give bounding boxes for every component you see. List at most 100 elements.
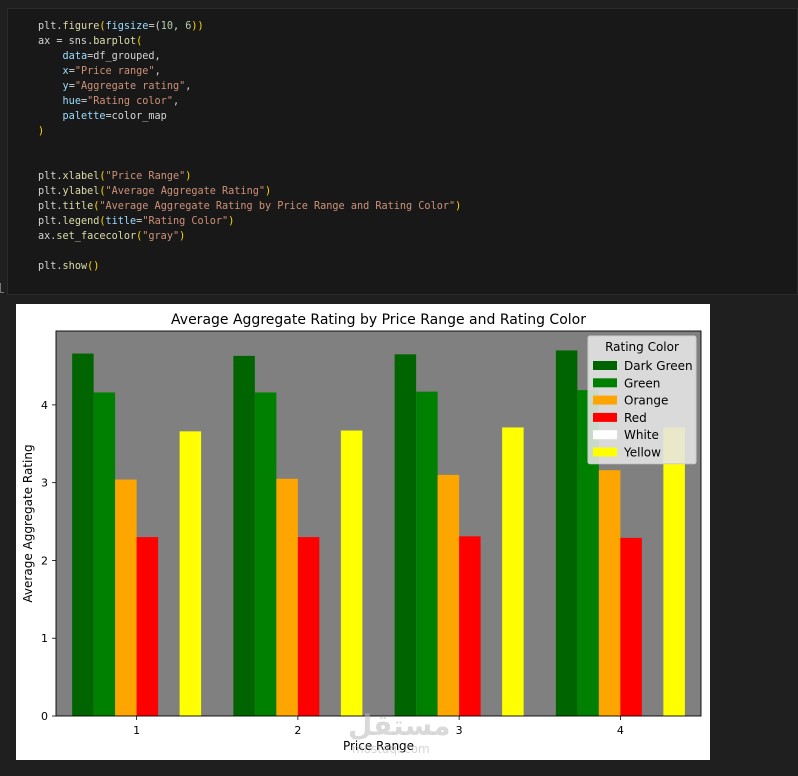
code-token: title [105,216,137,227]
code-token: () [87,261,100,272]
code-token: ) [185,171,192,182]
code-token: =color_map [105,111,167,122]
legend-label: White [624,428,659,442]
code-token: "Rating color" [87,96,173,107]
bar-dark-green-1 [72,353,94,716]
bar-green-2 [254,392,277,716]
code-line: plt.ylabel("Average Aggregate Rating") [38,184,461,199]
code-token: x [62,66,69,77]
code-token: , [185,81,192,92]
code-line: ) [38,124,461,139]
code-cell[interactable]: plt.figure(figsize=(10, 6)) ax = sns.barp… [7,8,798,295]
code-token: ) [179,231,186,242]
code-token: ) [264,186,272,197]
y-tick-label: 2 [41,554,48,567]
code-line: x="Price range", [38,64,461,79]
legend-label: Dark Green [624,359,693,373]
legend-label: Yellow [623,446,661,460]
code-token: ( [93,201,100,212]
x-axis-label: Price Range [343,739,414,753]
code-token: plt. [38,216,63,227]
code-token: figure [62,21,100,32]
code-token: hue [62,96,81,107]
legend-label: Red [624,411,647,425]
bar-green-3 [416,391,438,716]
code-token: plt. [38,261,63,272]
bar-green-4 [577,390,599,716]
code-token: figsize [105,21,149,32]
code-token: "Average Aggregate Rating" [105,186,265,197]
code-token: barplot [93,36,137,47]
code-line: plt.title("Average Aggregate Rating by P… [38,199,461,214]
code-token: plt. [38,186,63,197]
code-line: y="Aggregate rating", [38,79,461,94]
code-token: =df_grouped, [87,51,161,62]
y-tick-label: 1 [41,632,48,645]
bar-red-2 [297,537,320,716]
code-line: ax.set_facecolor("gray") [38,229,461,244]
legend-swatch [593,361,617,370]
legend-swatch [593,447,617,457]
code-token: =( [148,21,161,32]
code-line: plt.figure(figsize=(10, 6)) [38,19,461,34]
code-token [38,66,63,77]
code-line [38,154,461,169]
code-token [38,51,63,62]
code-token: ) [455,201,462,212]
code-token: "Aggregate rating" [74,81,186,92]
x-tick-label: 2 [294,724,301,737]
code-token [38,111,63,122]
code-token: title [62,201,94,212]
code-line: palette=color_map [38,109,461,124]
bar-orange-4 [598,470,621,716]
bar-red-4 [620,537,642,716]
code-token: ) [228,216,235,227]
code-token: 6 [185,21,192,32]
code-token: ( [99,21,106,32]
bar-yellow-2 [340,430,363,716]
code-token: "Average Aggregate Rating by Price Range… [99,201,456,212]
code-token: , [173,21,186,32]
code-line: data=df_grouped, [38,49,461,64]
watermark-logo: مستقل [348,709,451,742]
code-token: plt. [38,21,63,32]
code-token: ax. [38,231,57,242]
legend-swatch [593,430,617,440]
code-token: = [80,96,88,107]
code-token: data [62,51,88,62]
code-token: 10 [160,21,173,32]
code-editor[interactable]: plt.figure(figsize=(10, 6)) ax = sns.barp… [38,19,461,274]
plot-frame [55,330,702,717]
x-tick-label: 1 [133,724,140,737]
code-token: ( [99,216,106,227]
code-token [38,96,63,107]
legend-swatch [593,412,617,422]
x-tick-label: 3 [456,724,463,737]
code-line [38,244,461,259]
y-tick-label: 4 [41,399,48,412]
code-line: hue="Rating color", [38,94,461,109]
bar-yellow-3 [502,427,524,716]
chart-title: Average Aggregate Rating by Price Range … [171,312,586,328]
code-token: "gray" [142,231,180,242]
code-token: , [172,96,180,107]
code-token: , [154,66,161,77]
legend-title: Rating Color [605,340,679,354]
code-token: ylabel [62,186,100,197]
code-token: ( [99,171,106,182]
code-token: ) [38,126,45,137]
watermark-url: mostaql.com [352,742,430,756]
bar-chart: 1 2 3 4 0 1 2 3 4 Average Aggregate Rating by Pri… [21,312,702,753]
bar-yellow-4 [663,427,685,716]
code-token: "Rating Color" [142,216,229,227]
code-token: set_facecolor [56,231,137,242]
cell-collapse-marker[interactable] [0,283,4,293]
bar-orange-3 [437,474,460,716]
code-token: ( [136,36,143,47]
bar-orange-1 [115,479,137,716]
legend-swatch [593,378,617,388]
bar-yellow-1 [179,431,202,716]
code-token: show [62,261,88,272]
code-token: "Price Range" [105,171,186,182]
code-token: "Price range" [74,66,155,77]
